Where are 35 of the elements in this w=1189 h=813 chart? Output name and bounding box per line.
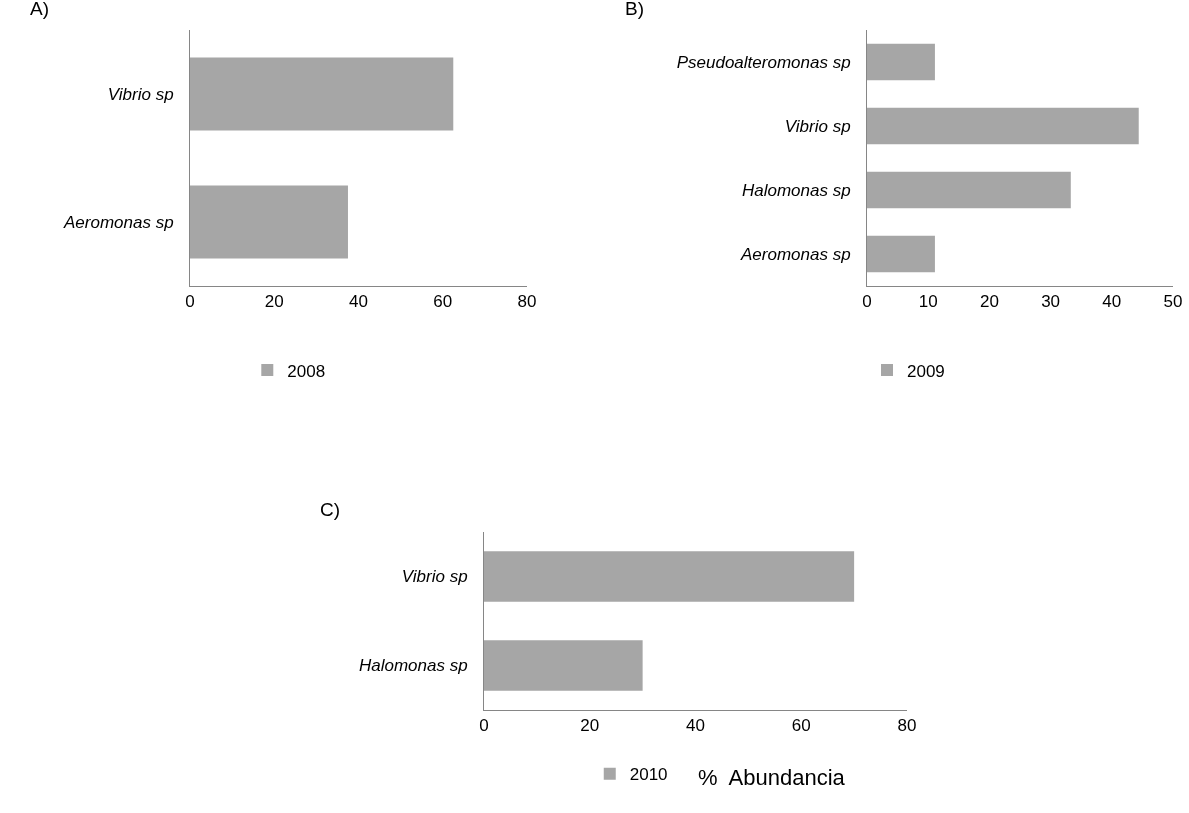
x-tick-label: 80	[517, 292, 537, 312]
x-tick-label: 10	[918, 292, 938, 312]
chart-title: A)	[30, 0, 49, 20]
bar	[867, 43, 935, 81]
y-tick-label: Vibrio sp	[401, 567, 468, 587]
y-tick-label: Vibrio sp	[107, 84, 174, 104]
x-tick-label: 0	[479, 716, 489, 736]
x-axis-title: % Abundancia	[698, 765, 846, 790]
legend-label: 2010	[629, 765, 668, 785]
x-tick-label: 50	[1163, 292, 1183, 312]
y-tick-label: Aeromonas sp	[62, 212, 174, 232]
text: B)	[625, 0, 644, 20]
legend-label: 2008	[287, 361, 326, 381]
bar	[867, 171, 1071, 209]
x-tick-label: 80	[897, 716, 917, 736]
y-tick-label: Halomonas sp	[741, 180, 851, 200]
x-tick-label: 20	[580, 716, 600, 736]
x-tick-label: 60	[433, 292, 453, 312]
x-tick-label: 20	[979, 292, 999, 312]
x-tick-label: 40	[686, 716, 705, 736]
legend-label: 2009	[907, 361, 945, 381]
y-tick-label: Vibrio sp	[784, 116, 851, 136]
y-tick-label: Halomonas sp	[358, 656, 468, 676]
x-tick-label: 0	[185, 292, 195, 312]
text: C)	[320, 498, 341, 520]
x-tick-label: 40	[349, 292, 368, 312]
x-tick-label: 20	[264, 292, 284, 312]
x-tick-label: 0	[862, 292, 872, 312]
x-tick-label: 30	[1041, 292, 1061, 312]
y-tick-label: Aeromonas sp	[739, 244, 851, 264]
x-tick-label: 40	[1102, 292, 1122, 312]
y-tick-label: Pseudoalteromonas sp	[676, 52, 851, 72]
bar	[867, 235, 935, 273]
bar	[867, 107, 1139, 145]
x-tick-label: 60	[791, 716, 811, 736]
